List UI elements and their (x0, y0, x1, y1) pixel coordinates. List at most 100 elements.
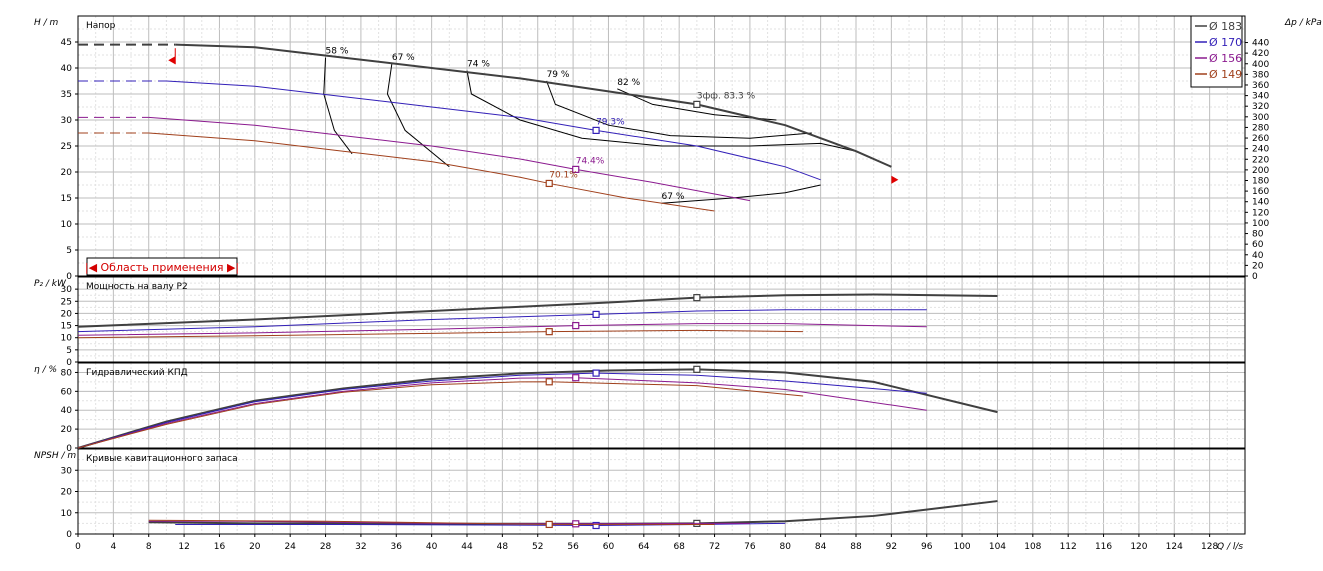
y-tick-label: 10 (61, 334, 73, 344)
right-tick-label: 240 (1252, 145, 1269, 155)
y-tick-label: 0 (66, 272, 72, 282)
legend-label-d183: Ø 183 (1209, 20, 1242, 33)
duty-point-d149 (545, 179, 553, 188)
x-tick-label: 24 (284, 542, 296, 552)
x-tick-label: 76 (744, 542, 756, 552)
right-tick-label: 180 (1252, 176, 1269, 186)
curve-head-d149 (148, 132, 715, 212)
panel-frame-efficiency (77, 362, 1246, 449)
right-tick-label: 340 (1252, 92, 1269, 102)
curve-power-d149 (77, 329, 803, 339)
panel-title-efficiency: Гидравлический КПД (86, 368, 188, 378)
y-tick-label: 20 (61, 488, 73, 498)
x-tick-label: 104 (989, 542, 1006, 552)
efficiency-contour (546, 80, 812, 139)
x-tick-label: 44 (461, 542, 473, 552)
y-tick-label: 10 (61, 509, 73, 519)
y-tick-label: 0 (66, 530, 72, 540)
y-tick-label: 60 (61, 387, 73, 397)
x-tick-label: 40 (426, 542, 438, 552)
x-tick-label: 28 (320, 542, 332, 552)
x-tick-label: 52 (532, 542, 543, 552)
application-range-marker (168, 56, 176, 65)
panel-title-npsh: Кривые кавитационного запаса (86, 454, 238, 464)
right-tick-label: 100 (1252, 219, 1269, 229)
x-tick-label: 128 (1201, 542, 1218, 552)
y-tick-label: 45 (61, 38, 72, 48)
y-tick-label: 35 (61, 90, 72, 100)
duty-point-d156 (572, 374, 580, 382)
duty-point-d156 (572, 321, 580, 330)
x-tick-label: 36 (391, 542, 403, 552)
duty-point-d183 (693, 100, 701, 109)
x-tick-label: 84 (815, 542, 827, 552)
efficiency-contour-label: 67 % (662, 192, 685, 202)
application-range-label: |◀ Область применения ▶| (85, 261, 239, 274)
curve-head-d156 (148, 116, 751, 202)
curves (77, 43, 998, 530)
x-tick-label: 72 (709, 542, 720, 552)
curve-power-d183 (77, 293, 998, 328)
y-tick-label: 25 (61, 297, 72, 307)
right-tick-label: 220 (1252, 155, 1269, 165)
x-tick-label: 16 (214, 542, 226, 552)
right-tick-label: 200 (1252, 166, 1269, 176)
right-tick-label: 400 (1252, 60, 1269, 70)
labels: H / m Напор Δp / kPa 58 % 67 % 74 % 79 % 82 % 67… (34, 18, 1322, 552)
right-tick-label: 440 (1252, 39, 1269, 49)
duty-point-d183 (693, 365, 701, 373)
x-tick-label: 100 (953, 542, 970, 552)
duty-point-d183 (693, 294, 701, 302)
application-range-box[interactable]: |◀ Область применения ▶| (85, 257, 239, 276)
x-tick-label: 8 (146, 542, 152, 552)
axes: 0510152025303540450204060801001201401601… (61, 15, 1269, 552)
x-tick-label: 68 (673, 542, 685, 552)
y-axis-label-npsh: NPSH / m (34, 451, 76, 461)
x-tick-label: 4 (110, 542, 116, 552)
efficiency-contour (617, 88, 777, 121)
duty-point-d170 (592, 521, 600, 530)
y-tick-label: 30 (61, 466, 73, 476)
duty-point-d170 (592, 369, 600, 377)
right-tick-label: 260 (1252, 134, 1269, 144)
x-tick-label: 20 (249, 542, 261, 552)
panel-frame-power (77, 276, 1246, 363)
y-tick-label: 25 (61, 142, 72, 152)
right-tick-label: 360 (1252, 81, 1269, 91)
duty-point-label: 3фф. 83.3 % (697, 91, 756, 101)
efficiency-contour-label: 82 % (617, 78, 640, 88)
duty-point-d149 (545, 520, 553, 529)
x-tick-label: 48 (497, 542, 509, 552)
right-tick-label: 0 (1252, 272, 1258, 282)
right-tick-label: 280 (1252, 123, 1269, 133)
efficiency-contour-label: 58 % (326, 47, 349, 57)
efficiency-contour-label: 74 % (467, 60, 490, 70)
legend-label-d170: Ø 170 (1209, 36, 1242, 49)
y-axis-label-power: P₂ / kW (34, 279, 67, 289)
x-tick-label: 116 (1095, 542, 1112, 552)
curve-head-d170 (166, 80, 821, 181)
duty-point-label: 79.3% (596, 117, 625, 127)
curve-head-d183 (175, 43, 892, 168)
y-tick-label: 20 (61, 425, 73, 435)
x-tick-label: 108 (1024, 542, 1041, 552)
panel-title-power: Мощность на валу P2 (86, 282, 188, 292)
right-tick-label: 300 (1252, 113, 1269, 123)
x-tick-label: 60 (603, 542, 615, 552)
x-tick-label: 64 (638, 542, 650, 552)
y-tick-label: 20 (61, 168, 73, 178)
legend: Ø 183 Ø 170 Ø 156 Ø 149 (1190, 15, 1243, 88)
duty-point-d149 (545, 378, 553, 386)
y-tick-label: 30 (61, 116, 73, 126)
x-tick-label: 32 (355, 542, 366, 552)
right-axis-label: Δp / kPa (1284, 18, 1322, 28)
curve-efficiency-d183 (77, 368, 998, 449)
y-tick-label: 0 (66, 444, 72, 454)
right-tick-label: 60 (1252, 240, 1264, 250)
curve-efficiency-d149 (77, 381, 804, 449)
y-axis-label-efficiency: η / % (34, 365, 57, 375)
curve-efficiency-d156 (77, 377, 927, 449)
right-tick-label: 20 (1252, 261, 1264, 271)
right-tick-label: 40 (1252, 251, 1264, 261)
y-tick-label: 0 (66, 358, 72, 368)
